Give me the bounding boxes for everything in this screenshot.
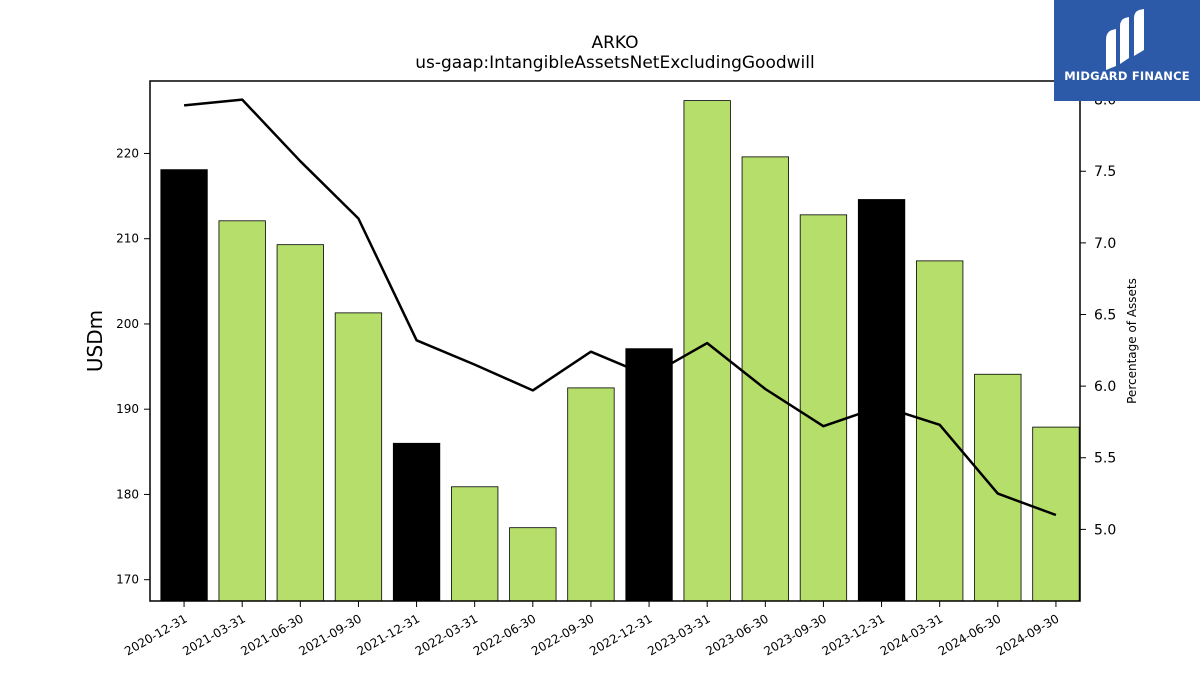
x-tick-label: 2024-03-31 [878,611,945,658]
bar-2022-09-30 [567,387,615,602]
bar-2021-12-31 [392,442,441,602]
chart-subtitle: us-gaap:IntangibleAssetsNetExcludingGood… [415,53,814,73]
bar-2022-12-31 [625,348,673,602]
x-tick-label: 2022-09-30 [529,611,596,658]
y2-tick-label: 6.0 [1094,379,1116,395]
bar-2024-03-31 [916,260,964,602]
y-tick-label: 200 [116,317,139,331]
bar-2020-12-31 [160,169,208,602]
bar-2023-12-31 [857,199,906,602]
bar-2021-09-30 [334,312,383,602]
x-axis-ticks: 2020-12-312021-03-312021-06-302021-09-30… [122,601,1061,658]
x-tick-label: 2023-12-31 [820,611,887,658]
bars-group [160,100,1080,602]
bar-2023-09-30 [799,214,848,602]
bar-2023-06-30 [741,156,789,602]
x-tick-label: 2023-06-30 [703,611,770,658]
x-tick-label: 2022-03-31 [413,611,480,658]
y-axis-label: USDm [83,310,107,372]
x-tick-label: 2022-06-30 [471,611,538,658]
y2-tick-label: 7.0 [1094,236,1116,252]
left-axis-ticks: 170 180 190 200 210 220 [116,146,150,587]
x-tick-label: 2023-09-30 [762,611,829,658]
right-axis-ticks: 5.05.56.06.57.07.58.0 [1080,93,1116,538]
x-tick-label: 2021-09-30 [297,611,364,658]
y-tick-label: 170 [116,573,139,587]
chart-title: ARKO [591,33,638,53]
x-tick-label: 2021-12-31 [355,611,422,658]
y2-tick-label: 7.5 [1094,164,1116,180]
y2-tick-label: 5.5 [1094,451,1116,467]
y2-tick-label: 6.5 [1094,307,1116,323]
y2-tick-label: 5.0 [1094,522,1116,538]
bar-2021-03-31 [218,220,266,602]
logo-text: MIDGARD FINANCE [1064,69,1190,83]
y-tick-label: 180 [116,487,139,501]
x-tick-label: 2024-09-30 [994,611,1061,658]
brand-logo: MIDGARD FINANCE [1054,0,1200,101]
bar-2022-03-31 [451,486,499,602]
x-tick-label: 2023-03-31 [645,611,712,658]
bar-2021-06-30 [276,244,324,602]
x-tick-label: 2024-06-30 [936,611,1003,658]
plot-frame [149,80,1081,602]
y-tick-label: 220 [116,146,139,160]
bar-2024-06-30 [974,373,1022,602]
x-tick-label: 2021-03-31 [180,611,247,658]
bar-2023-03-31 [683,100,731,602]
y-tick-label: 210 [116,232,139,246]
percentage-line [183,98,1057,517]
x-tick-label: 2021-06-30 [238,611,305,658]
bar-2022-06-30 [509,527,557,602]
y2-axis-label: Percentage of Assets [1125,278,1139,404]
x-tick-label: 2022-12-31 [587,611,654,658]
logo-mark-icon [1106,9,1144,70]
x-tick-label: 2020-12-31 [122,611,189,658]
y-tick-label: 190 [116,402,139,416]
